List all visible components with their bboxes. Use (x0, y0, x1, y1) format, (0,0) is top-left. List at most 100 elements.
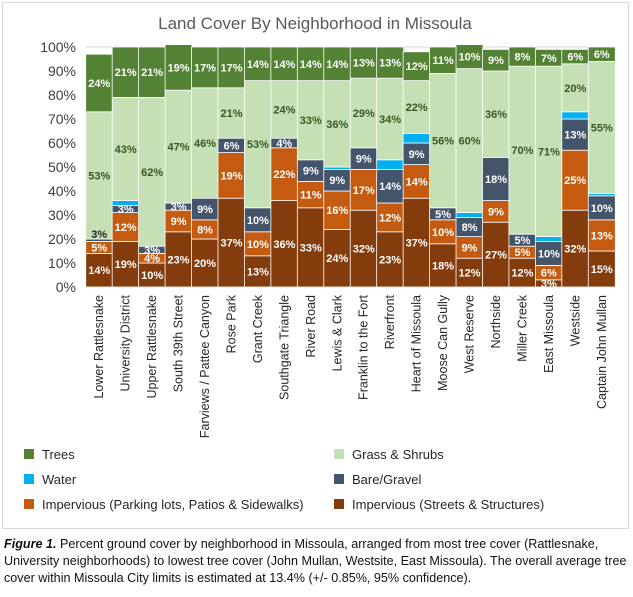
bar-segment (244, 255, 272, 288)
bar-segment (244, 231, 272, 257)
data-label: 19% (115, 259, 137, 271)
data-label: 43% (115, 144, 137, 156)
data-label: 14% (406, 176, 428, 188)
data-label: 9% (488, 55, 504, 67)
x-tick-label: East Missoula (542, 295, 556, 373)
legend-swatch (24, 474, 34, 484)
data-label: 32% (564, 244, 586, 256)
data-label: 11% (300, 190, 322, 202)
data-label: 21% (141, 67, 163, 79)
data-label: 19% (220, 170, 242, 182)
data-label: 37% (406, 238, 428, 250)
data-label: 17% (194, 62, 216, 74)
x-tick-label: Farviews / Pattee Canyon (198, 295, 212, 438)
y-tick-label: 30% (48, 207, 76, 223)
bar-segment (561, 63, 590, 113)
bar-segment (217, 87, 246, 139)
bar-segment (191, 46, 219, 89)
data-label: 10% (591, 203, 613, 215)
x-axis-categories: Lower Rattlesnake University District Uppe… (92, 294, 609, 438)
bar-segment (191, 87, 219, 199)
bar-segment (508, 257, 537, 288)
x-tick-label: Lewis & Clark (330, 294, 344, 371)
bar-segment (164, 44, 193, 91)
data-label: 4% (144, 253, 160, 265)
data-label: 14% (88, 265, 110, 277)
y-tick-label: 10% (48, 255, 76, 271)
x-tick-label: Upper Rattlesnake (145, 295, 159, 399)
data-label: 3% (171, 202, 187, 214)
data-label: 14% (247, 59, 269, 71)
bar-segment (111, 46, 140, 98)
legend-label: Water (42, 472, 77, 487)
x-tick-label: Westside (568, 295, 582, 346)
legend-label: Impervious (Parking lots, Patios & Sidew… (42, 497, 304, 512)
data-label: 21% (220, 108, 242, 120)
data-label: 13% (591, 230, 613, 242)
data-label: 46% (194, 138, 216, 150)
data-label: 18% (432, 260, 454, 272)
x-tick-label: South 39th Street (172, 294, 186, 392)
data-label: 12% (115, 222, 137, 234)
data-label: 14% (326, 59, 348, 71)
data-label: 12% (459, 268, 481, 280)
legend-label: Grass & Shrubs (352, 447, 444, 462)
data-label: 10% (538, 248, 560, 260)
x-tick-label: Captain John Mullan (595, 295, 609, 409)
data-label: 18% (485, 174, 507, 186)
data-label: 53% (247, 139, 269, 151)
data-label: 6% (541, 268, 557, 280)
chart-title: Land Cover By Neighborhood in Missoula (158, 14, 472, 33)
data-label: 71% (538, 146, 560, 158)
legend-swatch (334, 499, 344, 509)
bar-segment (349, 46, 378, 79)
bar-segment (323, 228, 352, 288)
data-label: 21% (115, 67, 137, 79)
legend-swatch (334, 474, 344, 484)
data-label: 20% (564, 83, 586, 95)
bar-segment (296, 207, 325, 288)
data-label: 33% (300, 242, 322, 254)
caption-label: Figure 1. (4, 537, 57, 551)
legend-swatch (24, 449, 34, 459)
legend: Trees Grass & Shrubs Water Bare/Gravel Imper… (24, 447, 544, 512)
data-label: 5% (435, 209, 451, 221)
bar-segment (587, 61, 616, 194)
legend-swatch (334, 449, 344, 459)
segment-labels: 14%5%53%24%19%12%3%43%21%10%4%3%62%21%23… (88, 49, 613, 290)
data-label: 10% (141, 270, 163, 282)
data-label: 25% (564, 175, 586, 187)
x-tick-label: Franklin to the Fort (357, 294, 371, 399)
bar-segment (349, 168, 378, 211)
data-label: 14% (379, 181, 401, 193)
x-tick-label: Lower Rattlesnake (92, 295, 106, 399)
bar-segment (296, 46, 325, 81)
caption-text: Percent ground cover by neighborhood in … (4, 537, 627, 585)
bar-segment (561, 209, 590, 288)
bar-segment (587, 219, 616, 252)
data-label: 12% (406, 61, 428, 73)
data-label: 62% (141, 167, 163, 179)
data-label: 36% (485, 109, 507, 121)
legend-label: Trees (42, 447, 75, 462)
data-label: 3% (541, 278, 557, 290)
bars (85, 44, 616, 288)
bar-segment (587, 195, 616, 221)
bar-segment (217, 197, 246, 288)
data-label: 9% (409, 149, 425, 161)
bar-segment (349, 77, 378, 149)
bar-segment (323, 46, 352, 81)
bar-segment (402, 197, 431, 288)
data-label: 34% (379, 114, 401, 126)
data-label: 23% (379, 254, 401, 266)
bar-segment (508, 65, 537, 235)
x-tick-label: Heart of Missoula (410, 295, 424, 392)
data-label: 6% (567, 52, 583, 64)
x-tick-label: Rose Park (224, 294, 238, 353)
x-tick-label: Miller Creek (515, 294, 529, 361)
bar-segment (402, 51, 431, 81)
data-label: 70% (511, 145, 533, 157)
legend-label: Bare/Gravel (352, 472, 421, 487)
bar-segment (534, 236, 563, 242)
data-label: 3% (118, 204, 134, 216)
